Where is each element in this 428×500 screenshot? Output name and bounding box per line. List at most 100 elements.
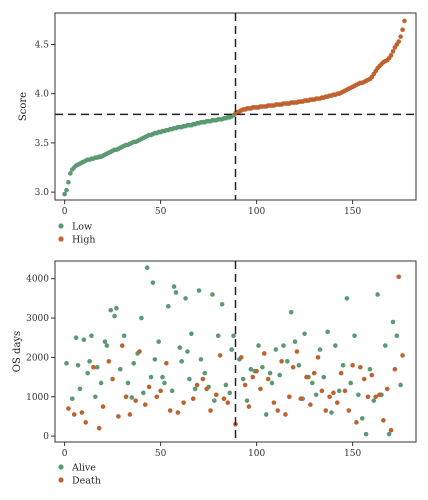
data-point-death	[283, 412, 288, 417]
data-point-alive	[144, 265, 150, 270]
data-point-death	[262, 351, 267, 356]
data-point-death	[342, 388, 348, 394]
data-point-alive	[141, 390, 146, 396]
data-point-high	[388, 53, 394, 58]
x-tick-label: 0	[62, 207, 68, 217]
data-point-death	[396, 274, 402, 280]
data-point-death	[350, 362, 355, 368]
data-point-death	[190, 396, 196, 402]
data-point-death	[384, 386, 390, 392]
data-point-death	[116, 414, 121, 419]
data-point-alive	[94, 364, 100, 370]
data-point-alive	[108, 307, 113, 313]
data-point-death	[106, 359, 112, 364]
data-point-alive	[359, 416, 365, 421]
series-high	[233, 18, 407, 116]
x-tick-label: 50	[155, 449, 167, 459]
data-point-alive	[325, 329, 330, 335]
data-point-death	[338, 370, 344, 376]
data-point-death	[127, 412, 133, 417]
data-point-alive	[273, 347, 279, 352]
data-point-alive	[296, 362, 302, 368]
data-point-alive	[129, 395, 135, 400]
data-point-death	[123, 394, 129, 400]
x-tick-label: 50	[155, 207, 167, 217]
data-point-alive	[260, 364, 265, 370]
series-low	[62, 113, 236, 197]
data-point-alive	[240, 376, 246, 382]
data-point-alive	[215, 333, 221, 339]
data-point-alive	[81, 337, 87, 343]
data-point-alive	[189, 331, 194, 337]
data-point-alive	[75, 362, 81, 368]
data-point-death	[137, 349, 142, 354]
data-point-alive	[317, 347, 323, 352]
data-point-death	[217, 353, 223, 358]
data-point-alive	[390, 319, 396, 325]
data-point-low	[66, 179, 71, 185]
data-point-alive	[248, 366, 254, 372]
data-point-alive	[98, 380, 104, 386]
data-point-death	[346, 408, 352, 413]
data-point-alive	[375, 292, 380, 297]
data-point-alive	[394, 333, 400, 339]
data-point-alive	[302, 331, 307, 337]
data-point-alive	[198, 357, 204, 362]
data-point-death	[258, 386, 263, 392]
data-point-death	[392, 366, 398, 372]
data-point-alive	[165, 303, 171, 309]
x-tick-label: 100	[248, 207, 265, 217]
data-point-alive	[292, 339, 298, 344]
legend-marker-high	[58, 236, 64, 242]
y-tick-label: 3.0	[35, 188, 50, 198]
data-point-alive	[202, 370, 208, 376]
data-point-alive	[333, 343, 338, 348]
data-point-alive	[173, 290, 179, 295]
data-point-alive	[162, 380, 167, 386]
data-point-death	[304, 374, 309, 380]
data-point-death	[66, 406, 71, 411]
data-point-alive	[269, 380, 275, 386]
data-point-death	[142, 402, 148, 407]
data-point-alive	[148, 374, 154, 380]
data-point-death	[308, 402, 313, 407]
x-tick-label: 100	[248, 449, 265, 459]
series-death	[66, 274, 405, 433]
data-point-death	[91, 364, 96, 370]
data-point-alive	[93, 394, 98, 400]
data-point-death	[164, 361, 169, 366]
chart-panel-2: 0 50 100 150 0 1000 2000 3000 4000 OS days Alive De…	[12, 260, 417, 487]
legend-label-death: Death	[72, 476, 101, 487]
data-point-alive	[104, 343, 110, 348]
chart-panel-1: 0 50 100 150 3.0 3.5 4.0 4.5 Score Low High	[18, 12, 417, 246]
data-point-alive	[114, 305, 119, 311]
data-point-high	[398, 34, 403, 39]
data-point-alive	[313, 392, 319, 398]
data-point-alive	[85, 370, 90, 376]
data-point-death	[315, 355, 321, 360]
data-point-death	[319, 388, 325, 394]
data-point-death	[271, 400, 277, 405]
data-point-alive	[212, 398, 217, 403]
data-point-death	[83, 420, 89, 425]
data-point-alive	[398, 382, 403, 388]
data-point-alive	[169, 388, 175, 394]
data-point-death	[200, 376, 206, 382]
data-point-alive	[64, 361, 69, 366]
data-point-alive	[310, 380, 315, 386]
data-point-alive	[112, 313, 117, 319]
data-point-alive	[329, 410, 334, 415]
x-tick-label: 150	[344, 207, 361, 217]
data-point-death	[369, 372, 375, 378]
data-point-death	[100, 404, 106, 409]
data-point-alive	[121, 333, 127, 339]
y-tick-label: 4000	[26, 275, 49, 285]
data-point-alive	[244, 398, 250, 403]
data-point-death	[214, 392, 219, 398]
y-tick-label: 2000	[26, 353, 49, 363]
data-point-alive	[277, 372, 282, 378]
data-point-alive	[348, 380, 354, 386]
data-point-death	[388, 427, 394, 433]
data-point-death	[242, 382, 248, 388]
data-point-death	[298, 396, 304, 402]
